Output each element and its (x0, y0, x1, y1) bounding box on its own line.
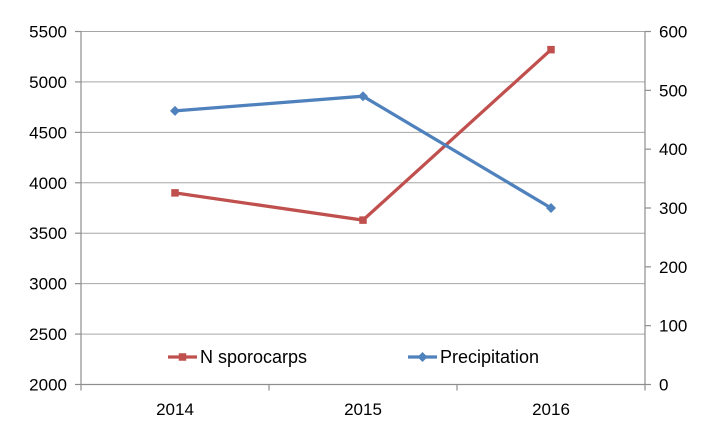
left-axis-tick-label: 2500 (29, 325, 67, 344)
x-axis-label: 2015 (344, 400, 382, 419)
right-axis-tick-label: 600 (659, 23, 687, 42)
right-axis-tick-label: 100 (659, 317, 687, 336)
left-axis-tick-label: 5000 (29, 73, 67, 92)
left-axis-tick-label: 5500 (29, 23, 67, 42)
x-axis-label: 2016 (532, 400, 570, 419)
data-point-marker (171, 189, 179, 197)
data-point-marker (546, 203, 556, 213)
legend-label: N sporocarps (200, 347, 307, 367)
left-axis-tick-label: 2000 (29, 376, 67, 395)
right-axis-tick-label: 300 (659, 199, 687, 218)
data-point-marker (547, 45, 555, 54)
right-axis-tick-label: 400 (659, 140, 687, 159)
left-axis-tick-label: 3000 (29, 275, 67, 294)
right-axis-tick-label: 0 (659, 376, 668, 395)
left-axis-tick-label: 4000 (29, 174, 67, 193)
legend-label: Precipitation (440, 347, 539, 367)
right-axis-tick-label: 500 (659, 81, 687, 100)
right-axis-tick-label: 200 (659, 258, 687, 277)
left-axis-tick-label: 3500 (29, 224, 67, 243)
x-axis-label: 2014 (156, 400, 194, 419)
legend-marker (417, 352, 428, 362)
left-axis-tick-label: 4500 (29, 123, 67, 142)
data-point-marker (358, 91, 368, 102)
legend-marker (178, 353, 187, 361)
data-point-marker (170, 105, 180, 116)
data-point-marker (359, 216, 367, 224)
